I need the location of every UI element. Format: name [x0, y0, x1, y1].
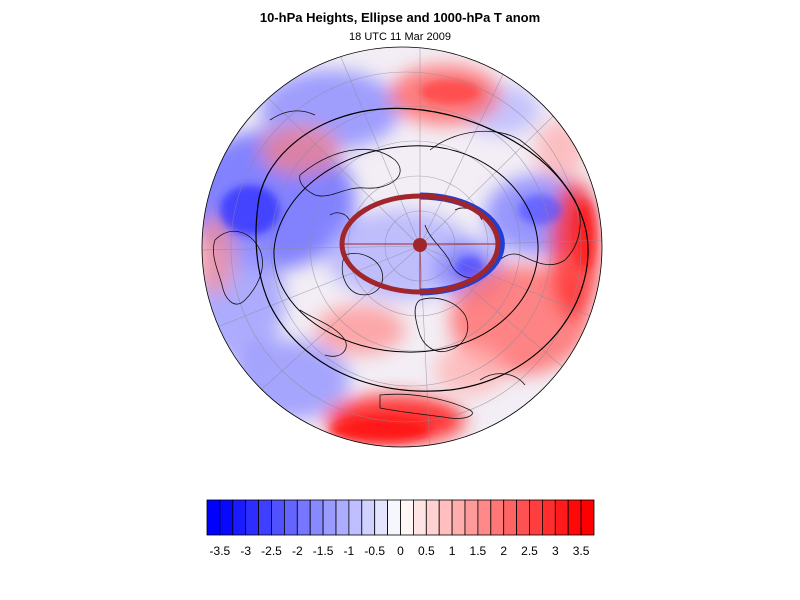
colorbar-bin: [580, 499, 595, 536]
globe-outline: [201, 46, 603, 448]
colorbar-tick-label: -3.5: [209, 544, 231, 558]
colorbar-bin: [451, 499, 466, 536]
colorbar-bin: [219, 499, 234, 536]
colorbar-tick-label: 3: [551, 544, 559, 558]
colorbar: [206, 499, 595, 536]
colorbar-bin: [567, 499, 582, 536]
colorbar-bin: [554, 499, 569, 536]
colorbar-bin: [542, 499, 556, 536]
colorbar-tick-label: 1: [448, 544, 456, 558]
colorbar-bin: [283, 499, 298, 536]
colorbar-bin: [296, 499, 311, 536]
colorbar-tick-label: 3.5: [572, 544, 590, 558]
coastlines: [213, 110, 581, 419]
colorbar-bin: [258, 499, 272, 536]
colorbar-bin: [438, 499, 453, 536]
colorbar-bin: [529, 499, 543, 536]
colorbar-bin: [387, 499, 401, 536]
colorbar-tick-label: 1.5: [469, 544, 487, 558]
colorbar-tick-label: -2: [291, 544, 303, 558]
colorbar-bin: [232, 499, 247, 536]
colorbar-bin: [309, 499, 324, 536]
colorbar-bin: [206, 499, 221, 536]
colorbar-tick-label: -1.5: [312, 544, 334, 558]
colorbar-tick-label: -0.5: [364, 544, 386, 558]
colorbar-bin: [490, 499, 505, 536]
colorbar-bin: [464, 499, 479, 536]
colorbar-bin: [374, 499, 389, 536]
colorbar-tick-label: 2: [500, 544, 508, 558]
colorbar-bin: [412, 499, 427, 536]
colorbar-tick-label: -2.5: [261, 544, 282, 558]
height-contours: [255, 107, 589, 392]
colorbar-bin: [348, 499, 363, 536]
graticule: [202, 47, 602, 447]
colorbar-tick-label: -1: [343, 544, 355, 558]
colorbar-tick-label: 0.5: [417, 544, 435, 558]
colorbar-bin: [361, 499, 376, 536]
colorbar-bin: [245, 499, 259, 536]
colorbar-tick-label: 2.5: [521, 544, 538, 558]
colorbar-labels: -3.5 -3 -2.5 -2 -1.5 -1 -0.5 0 0.5 1 1.5 2 2.5 3 3.5: [0, 544, 800, 564]
colorbar-bin: [503, 499, 518, 536]
colorbar-bin: [425, 499, 440, 536]
map-title: 10-hPa Heights, Ellipse and 1000-hPa T a…: [259, 10, 541, 25]
colorbar-bin: [271, 499, 285, 536]
colorbar-tick-label: -3: [240, 544, 252, 558]
colorbar-tick-label: 0: [397, 544, 404, 558]
colorbar-bin: [477, 499, 492, 536]
vortex-ellipse: [339, 192, 505, 296]
colorbar-bin: [322, 499, 337, 536]
colorbar-bin: [516, 499, 530, 536]
colorbar-bin: [400, 499, 414, 536]
colorbar-bin: [335, 499, 350, 536]
map-subtitle: 18 UTC 11 Mar 2009: [349, 31, 451, 43]
